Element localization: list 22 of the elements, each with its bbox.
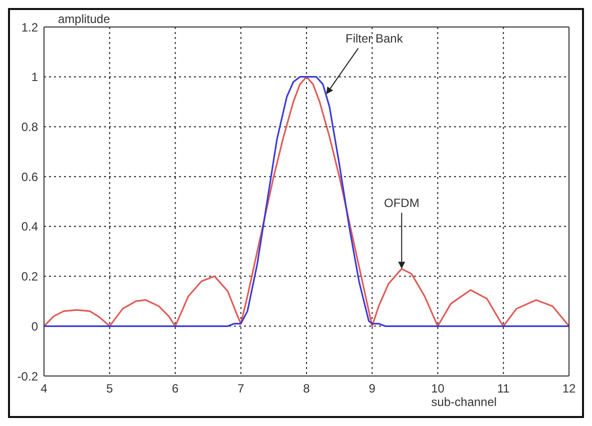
y-axis-title: amplitude	[58, 12, 110, 26]
y-tick-label: 1	[31, 70, 38, 84]
x-tick-label: 12	[562, 382, 576, 396]
y-tick-label: -0.2	[17, 369, 38, 384]
x-tick-label: 7	[238, 382, 245, 396]
annotation: OFDM	[384, 196, 420, 210]
y-tick-label: 0.4	[21, 220, 38, 234]
x-tick-label: 11	[497, 382, 510, 396]
x-tick-label: 10	[431, 382, 445, 396]
annotation: Filter Bank	[346, 31, 404, 46]
x-tick-label: 6	[172, 382, 179, 396]
x-tick-label: 5	[106, 382, 114, 396]
line-series	[44, 76, 569, 327]
y-tick-label: 0.8	[21, 120, 38, 134]
y-tick-label: 0	[31, 319, 38, 334]
x-axis-title: sub-channel	[431, 395, 497, 409]
y-tick-label: 0.2	[21, 270, 38, 284]
y-tick-label: 1.2	[21, 20, 38, 34]
x-tick-label: 8	[303, 382, 310, 396]
x-tick-label: 9	[368, 382, 376, 396]
y-tick-label: 0.6	[21, 170, 38, 184]
x-tick-label: 4	[40, 382, 48, 396]
